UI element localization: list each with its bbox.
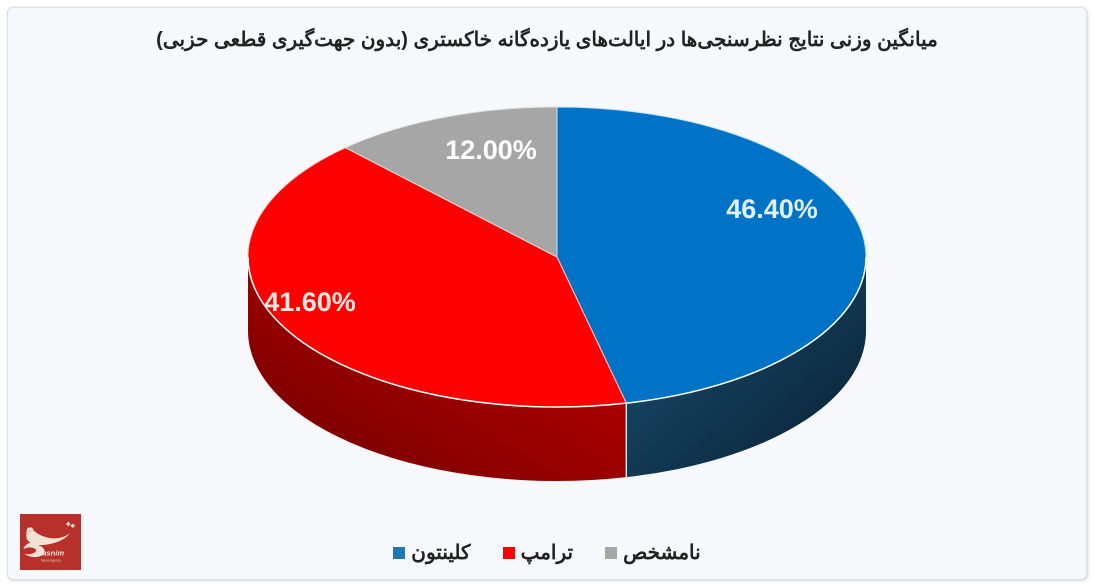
- svg-text:12.00%: 12.00%: [445, 135, 537, 165]
- svg-text:News Agency: News Agency: [41, 558, 61, 562]
- svg-text:41.60%: 41.60%: [264, 287, 356, 317]
- svg-text:Tasnim: Tasnim: [38, 549, 65, 558]
- svg-text:46.40%: 46.40%: [726, 194, 818, 224]
